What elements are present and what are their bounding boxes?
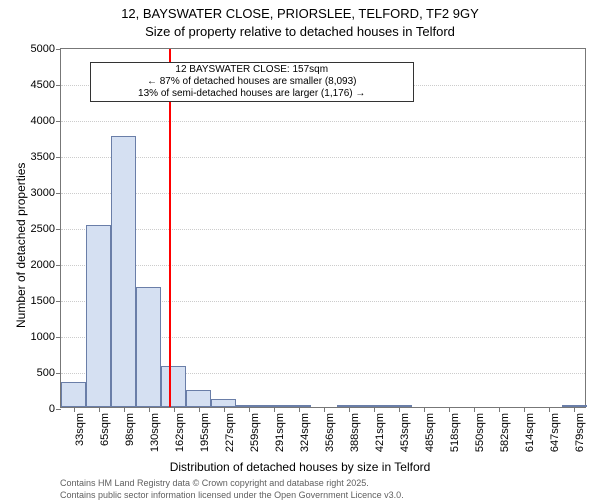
annotation-line: 12 BAYSWATER CLOSE: 157sqm <box>94 64 410 76</box>
xtick-mark <box>424 407 425 412</box>
xtick-mark <box>399 407 400 412</box>
xtick-mark <box>224 407 225 412</box>
chart-container: 12, BAYSWATER CLOSE, PRIORSLEE, TELFORD,… <box>0 0 600 500</box>
xtick-mark <box>474 407 475 412</box>
annotation-line: ← 87% of detached houses are smaller (8,… <box>94 76 410 88</box>
xtick-label: 33sqm <box>74 413 86 446</box>
xtick-label: 162sqm <box>174 413 186 452</box>
xtick-mark <box>174 407 175 412</box>
xtick-label: 421sqm <box>374 413 386 452</box>
plot-area: 0500100015002000250030003500400045005000… <box>60 48 586 408</box>
xtick-mark <box>349 407 350 412</box>
chart-title-line1: 12, BAYSWATER CLOSE, PRIORSLEE, TELFORD,… <box>0 6 600 21</box>
gridline-h <box>61 121 585 122</box>
histogram-bar <box>211 399 236 407</box>
xtick-label: 453sqm <box>399 413 411 452</box>
xtick-mark <box>249 407 250 412</box>
xtick-label: 518sqm <box>449 413 461 452</box>
y-axis-label: Number of detached properties <box>14 163 28 328</box>
xtick-mark <box>299 407 300 412</box>
xtick-mark <box>549 407 550 412</box>
xtick-mark <box>149 407 150 412</box>
histogram-bar <box>86 225 111 407</box>
xtick-mark <box>324 407 325 412</box>
gridline-h <box>61 229 585 230</box>
annotation-box: 12 BAYSWATER CLOSE: 157sqm← 87% of detac… <box>90 62 414 102</box>
footer-line-2: Contains public sector information licen… <box>60 490 404 500</box>
xtick-label: 356sqm <box>324 413 336 452</box>
xtick-label: 130sqm <box>149 413 161 452</box>
xtick-label: 227sqm <box>224 413 236 452</box>
histogram-bar <box>161 366 186 407</box>
ytick-label: 4500 <box>31 79 61 91</box>
histogram-bar <box>61 382 86 407</box>
ytick-label: 3500 <box>31 151 61 163</box>
xtick-label: 324sqm <box>299 413 311 452</box>
footer-line-1: Contains HM Land Registry data © Crown c… <box>60 478 369 488</box>
xtick-mark <box>74 407 75 412</box>
gridline-h <box>61 265 585 266</box>
gridline-h <box>61 157 585 158</box>
histogram-bar <box>186 390 211 407</box>
xtick-label: 65sqm <box>99 413 111 446</box>
xtick-label: 259sqm <box>249 413 261 452</box>
x-axis-label: Distribution of detached houses by size … <box>0 460 600 474</box>
ytick-label: 3000 <box>31 187 61 199</box>
xtick-mark <box>199 407 200 412</box>
histogram-bar <box>111 136 136 407</box>
xtick-label: 582sqm <box>499 413 511 452</box>
ytick-label: 500 <box>37 367 61 379</box>
ytick-label: 2500 <box>31 223 61 235</box>
histogram-bar <box>136 287 161 407</box>
annotation-line: 13% of semi-detached houses are larger (… <box>94 88 410 100</box>
xtick-label: 291sqm <box>274 413 286 452</box>
marker-line <box>169 49 171 407</box>
ytick-label: 0 <box>49 403 61 415</box>
ytick-label: 5000 <box>31 43 61 55</box>
xtick-mark <box>499 407 500 412</box>
xtick-label: 388sqm <box>349 413 361 452</box>
xtick-mark <box>274 407 275 412</box>
xtick-mark <box>574 407 575 412</box>
ytick-label: 2000 <box>31 259 61 271</box>
xtick-mark <box>99 407 100 412</box>
xtick-label: 485sqm <box>424 413 436 452</box>
gridline-h <box>61 193 585 194</box>
xtick-label: 614sqm <box>524 413 536 452</box>
xtick-label: 98sqm <box>124 413 136 446</box>
xtick-label: 647sqm <box>549 413 561 452</box>
xtick-mark <box>124 407 125 412</box>
xtick-mark <box>374 407 375 412</box>
xtick-label: 679sqm <box>574 413 586 452</box>
ytick-label: 4000 <box>31 115 61 127</box>
xtick-mark <box>524 407 525 412</box>
xtick-label: 550sqm <box>474 413 486 452</box>
xtick-label: 195sqm <box>199 413 211 452</box>
ytick-label: 1000 <box>31 331 61 343</box>
chart-title-line2: Size of property relative to detached ho… <box>0 24 600 39</box>
ytick-label: 1500 <box>31 295 61 307</box>
xtick-mark <box>449 407 450 412</box>
